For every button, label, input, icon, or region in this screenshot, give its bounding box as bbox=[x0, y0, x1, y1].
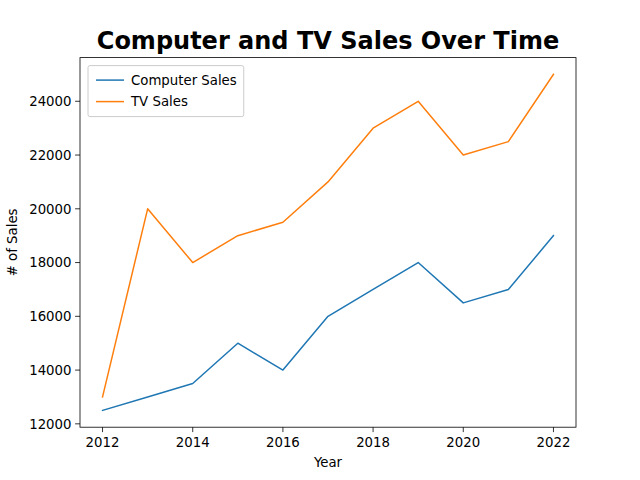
legend-label: Computer Sales bbox=[131, 73, 237, 88]
y-tick bbox=[75, 262, 80, 263]
chart-title: Computer and TV Sales Over Time bbox=[97, 27, 559, 55]
legend-swatch bbox=[96, 101, 124, 103]
y-tick-label: 24000 bbox=[29, 94, 71, 109]
x-tick-label: 2012 bbox=[86, 435, 120, 450]
x-tick-label: 2018 bbox=[356, 435, 390, 450]
plot-lines bbox=[103, 74, 554, 410]
y-tick-label: 12000 bbox=[29, 417, 71, 432]
series-line bbox=[103, 74, 554, 397]
x-tick-label: 2022 bbox=[537, 435, 571, 450]
y-tick-label: 20000 bbox=[29, 202, 71, 217]
legend-swatch bbox=[96, 79, 124, 81]
y-tick bbox=[75, 316, 80, 317]
x-tick bbox=[102, 427, 103, 432]
y-tick-label: 16000 bbox=[29, 309, 71, 324]
series-line bbox=[103, 236, 554, 411]
y-tick bbox=[75, 101, 80, 102]
legend-label: TV Sales bbox=[130, 94, 188, 109]
x-tick-label: 2016 bbox=[266, 435, 300, 450]
legend-box bbox=[88, 66, 244, 117]
x-tick-label: 2020 bbox=[446, 435, 480, 450]
y-axis-label: # of Sales bbox=[5, 208, 20, 276]
plot-frame bbox=[80, 58, 576, 428]
chart-svg: 2012 2014 2016 2018 2020 2022 12000 14000 16000 1… bbox=[0, 0, 640, 480]
y-tick bbox=[75, 423, 80, 424]
x-tick-label: 2014 bbox=[176, 435, 210, 450]
chart-container: 2012 2014 2016 2018 2020 2022 12000 14000 16000 1… bbox=[0, 0, 640, 480]
x-axis-label: Year bbox=[313, 455, 343, 470]
y-tick bbox=[75, 370, 80, 371]
x-tick bbox=[192, 427, 193, 432]
y-tick bbox=[75, 208, 80, 209]
x-tick bbox=[553, 427, 554, 432]
y-tick-label: 14000 bbox=[29, 363, 71, 378]
legend: Computer Sales TV Sales bbox=[88, 66, 244, 117]
y-tick-label: 22000 bbox=[29, 148, 71, 163]
x-tick bbox=[463, 427, 464, 432]
x-tick bbox=[373, 427, 374, 432]
y-tick bbox=[75, 155, 80, 156]
x-tick bbox=[282, 427, 283, 432]
y-tick-label: 18000 bbox=[29, 255, 71, 270]
background bbox=[0, 0, 640, 480]
